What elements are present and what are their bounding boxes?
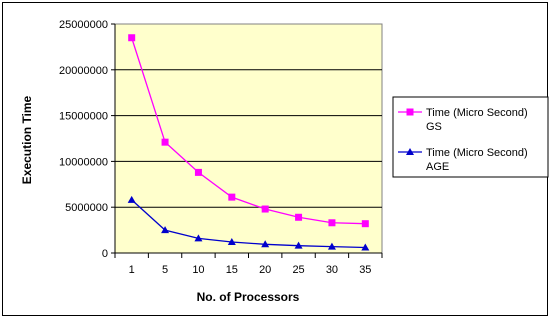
legend-label: Time (Micro Second) <box>426 107 528 119</box>
x-axis-title: No. of Processors <box>197 290 300 304</box>
x-tick-label: 10 <box>192 264 204 276</box>
series-line <box>131 37 366 225</box>
legend-entry: Time (Micro Second) AGE <box>398 147 528 173</box>
data-point-marker <box>328 219 336 227</box>
data-point-marker <box>261 240 270 248</box>
x-tick-label: 1 <box>129 264 135 276</box>
y-tick-label: 25000000 <box>59 19 108 31</box>
series-age <box>127 195 370 251</box>
y-tick-label: 10000000 <box>59 156 108 168</box>
x-tick-label: 25 <box>292 264 304 276</box>
plot-area <box>114 23 383 254</box>
data-point-marker <box>295 213 303 221</box>
data-point-marker <box>261 205 269 213</box>
series-layer <box>127 34 370 251</box>
data-point-marker <box>227 238 236 246</box>
data-point-marker <box>406 108 414 116</box>
x-tick-label: 5 <box>162 264 168 276</box>
data-point-marker <box>361 220 369 228</box>
data-point-marker <box>161 138 169 146</box>
gridlines <box>115 69 382 208</box>
series-line <box>131 199 366 249</box>
data-point-marker <box>194 168 202 176</box>
y-axis-title: Execution Time <box>20 95 34 184</box>
y-tick-label: 0 <box>102 248 108 260</box>
legend-label: AGE <box>426 161 449 173</box>
y-tick-label: 15000000 <box>59 111 108 123</box>
legend-label: GS <box>426 121 442 133</box>
x-tick-label: 30 <box>326 264 338 276</box>
legend-box <box>392 96 549 178</box>
data-point-marker <box>161 226 170 234</box>
data-point-marker <box>128 34 136 42</box>
data-point-marker <box>194 234 203 242</box>
series-gs <box>128 34 369 228</box>
data-point-marker <box>127 195 136 203</box>
data-point-marker <box>294 241 303 249</box>
y-tick-label: 20000000 <box>59 65 108 77</box>
data-point-marker <box>228 193 236 201</box>
x-axis-ticks: 1 5 10 15 20 25 30 35 <box>114 253 383 276</box>
x-tick-label: 15 <box>226 264 238 276</box>
legend-label: Time (Micro Second) <box>426 147 528 159</box>
x-tick-label: 20 <box>259 264 271 276</box>
legend-entry: Time (Micro Second) GS <box>398 107 528 133</box>
x-tick-label: 35 <box>359 264 371 276</box>
data-point-marker <box>327 242 336 250</box>
data-point-marker <box>361 243 370 251</box>
y-tick-label: 5000000 <box>65 202 108 214</box>
data-point-marker <box>406 148 414 155</box>
